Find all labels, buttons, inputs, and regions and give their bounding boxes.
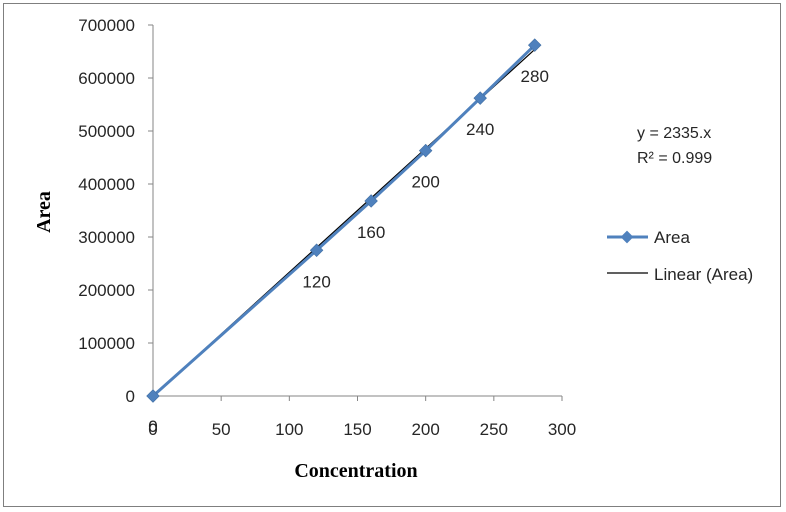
legend: Area Linear (Area) [607,228,753,284]
series-line-area [152,44,536,398]
y-axis-title: Area [33,191,55,233]
y-tick-label: 400000 [78,175,135,194]
data-point [473,91,487,105]
legend-series-marker [620,230,634,244]
y-tick-label: 100000 [78,334,135,353]
data-label: 280 [521,67,549,86]
x-axis-title: Concentration [294,460,417,482]
trendline-r2: R² = 0.999 [637,150,712,167]
series-markers [146,38,542,403]
y-tick-label: 500000 [78,122,135,141]
data-point [528,38,542,52]
x-tick-label: 50 [212,420,231,439]
legend-trendline-label: Linear (Area) [654,265,753,284]
x-tick-label: 150 [343,420,371,439]
trendline-equation: y = 2335.x [637,125,711,142]
data-label: 200 [411,173,439,192]
x-tick-label: 0 [148,420,157,439]
x-tick-label: 100 [275,420,303,439]
y-tick-label: 0 [126,387,135,406]
data-label: 120 [302,272,330,291]
x-tick-label: 300 [548,420,576,439]
x-tick-label: 250 [480,420,508,439]
data-point [418,143,433,158]
y-tick-label: 700000 [78,16,135,35]
x-axis-ticks: 0 50 100 150 200 250 300 [148,396,576,439]
y-axis-ticks: 0 100000 200000 300000 400000 500000 600000 700… [78,16,153,406]
data-label: 160 [357,223,385,242]
y-tick-label: 600000 [78,69,135,88]
x-tick-label: 200 [411,420,439,439]
y-tick-label: 200000 [78,281,135,300]
data-point [364,194,378,208]
data-label: 240 [466,120,494,139]
data-label: 0 [148,417,157,436]
legend-series-label: Area [654,228,690,247]
y-tick-label: 300000 [78,228,135,247]
data-point [146,389,160,403]
chart-frame [3,3,781,507]
data-labels: 0 120 160 200 240 280 [148,67,549,436]
data-point [309,243,324,257]
